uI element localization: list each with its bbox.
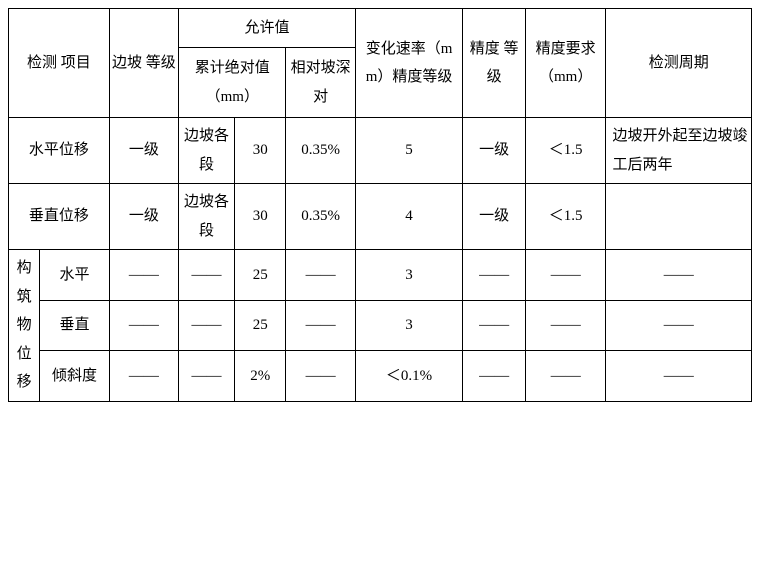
cell-accum-b: 30: [235, 118, 286, 184]
cell-item: 垂直位移: [9, 184, 110, 250]
header-rate: 变化速率（mm）精度等级: [355, 9, 462, 118]
cell-item: 水平: [40, 250, 109, 301]
cell-rate: 3: [355, 300, 462, 351]
cell-grade: ——: [109, 250, 178, 301]
cell-grade: 一级: [109, 184, 178, 250]
cell-item: 水平位移: [9, 118, 110, 184]
cell-rate: 3: [355, 250, 462, 301]
cell-acc-req: ＜1.5: [525, 118, 606, 184]
table-row: 水平位移 一级 边坡各段 30 0.35% 5 一级 ＜1.5 边坡开外起至边坡…: [9, 118, 752, 184]
cell-grade: ——: [109, 300, 178, 351]
cell-cycle: [606, 184, 752, 250]
header-relative: 相对坡深对: [286, 48, 355, 118]
cell-acc-grade: 一级: [463, 184, 526, 250]
cell-acc-grade: 一级: [463, 118, 526, 184]
cell-accum-b: 25: [235, 300, 286, 351]
table-row: 倾斜度 —— —— 2% —— ＜0.1% —— —— ——: [9, 351, 752, 402]
cell-acc-req: ＜1.5: [525, 184, 606, 250]
cell-accum-b: 25: [235, 250, 286, 301]
cell-accum-a: 边坡各段: [179, 118, 235, 184]
cell-accum-a: 边坡各段: [179, 184, 235, 250]
cell-cycle: 边坡开外起至边坡竣工后两年: [606, 118, 752, 184]
header-acc-grade: 精度 等级: [463, 9, 526, 118]
header-row-1: 检测 项目 边坡 等级 允许值 变化速率（mm）精度等级 精度 等级 精度要求（…: [9, 9, 752, 48]
cell-accum-a: ——: [179, 300, 235, 351]
cell-rate: 5: [355, 118, 462, 184]
cell-cycle: ——: [606, 250, 752, 301]
cell-acc-grade: ——: [463, 351, 526, 402]
cell-accum-a: ——: [179, 351, 235, 402]
cell-cycle: ——: [606, 351, 752, 402]
table-row: 构筑物位移 水平 —— —— 25 —— 3 —— —— ——: [9, 250, 752, 301]
cell-acc-req: ——: [525, 300, 606, 351]
header-grade: 边坡 等级: [109, 9, 178, 118]
table-row: 垂直 —— —— 25 —— 3 —— —— ——: [9, 300, 752, 351]
header-item: 检测 项目: [9, 9, 110, 118]
cell-accum-b: 2%: [235, 351, 286, 402]
cell-item: 倾斜度: [40, 351, 109, 402]
cell-acc-grade: ——: [463, 250, 526, 301]
header-cycle: 检测周期: [606, 9, 752, 118]
cell-rate: ＜0.1%: [355, 351, 462, 402]
cell-grade: 一级: [109, 118, 178, 184]
header-acc-req: 精度要求（mm）: [525, 9, 606, 118]
cell-rate: 4: [355, 184, 462, 250]
cell-accum-b: 30: [235, 184, 286, 250]
cell-acc-req: ——: [525, 351, 606, 402]
header-accum: 累计绝对值 （mm）: [179, 48, 286, 118]
cell-item: 垂直: [40, 300, 109, 351]
cell-group-label: 构筑物位移: [9, 250, 40, 402]
cell-rel: ——: [286, 351, 355, 402]
cell-grade: ——: [109, 351, 178, 402]
cell-rel: ——: [286, 300, 355, 351]
cell-cycle: ——: [606, 300, 752, 351]
header-allow: 允许值: [179, 9, 356, 48]
cell-accum-a: ——: [179, 250, 235, 301]
cell-rel: ——: [286, 250, 355, 301]
table-row: 垂直位移 一级 边坡各段 30 0.35% 4 一级 ＜1.5: [9, 184, 752, 250]
cell-rel: 0.35%: [286, 184, 355, 250]
cell-rel: 0.35%: [286, 118, 355, 184]
monitoring-table: 检测 项目 边坡 等级 允许值 变化速率（mm）精度等级 精度 等级 精度要求（…: [8, 8, 752, 402]
cell-acc-grade: ——: [463, 300, 526, 351]
cell-acc-req: ——: [525, 250, 606, 301]
